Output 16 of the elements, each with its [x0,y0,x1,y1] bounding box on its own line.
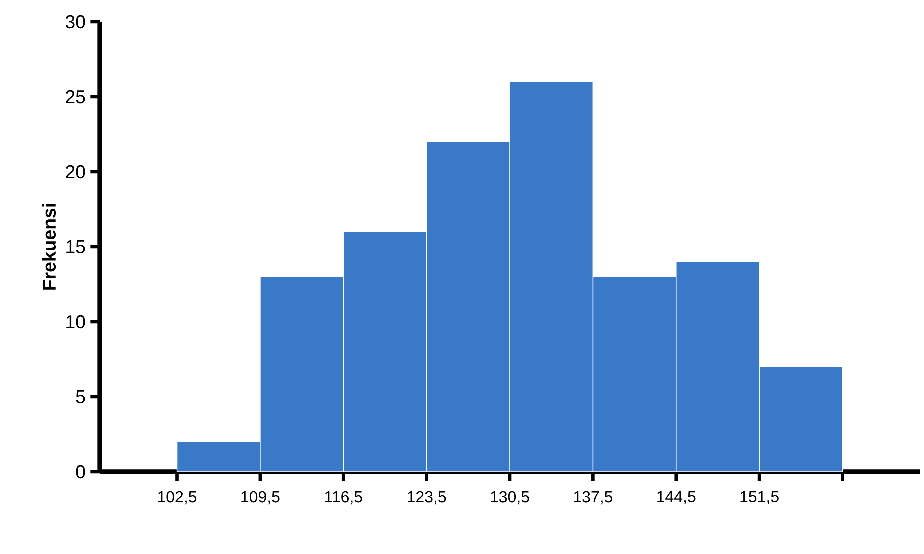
x-tick-label: 151,5 [740,491,779,504]
y-tick-label: 15 [66,240,86,254]
x-tick-label: 130,5 [491,491,530,505]
y-axis-title: Frekuensi [42,204,56,290]
x-tick-label: 102,5 [158,491,197,505]
y-tick-label: 30 [66,15,86,29]
x-tick-label: 109,5 [242,491,280,505]
x-tick-label: 144,5 [658,491,696,504]
x-tick-label: 123,5 [408,491,446,505]
x-tick-label: 116,5 [325,491,362,505]
x-tick-label: 137,5 [574,491,613,505]
y-tick-label: 0 [76,465,86,479]
y-tick-label: 5 [76,390,86,404]
y-tick-label: 25 [66,90,86,104]
y-tick-label: 10 [66,315,86,329]
y-tick-label: 20 [66,165,86,179]
